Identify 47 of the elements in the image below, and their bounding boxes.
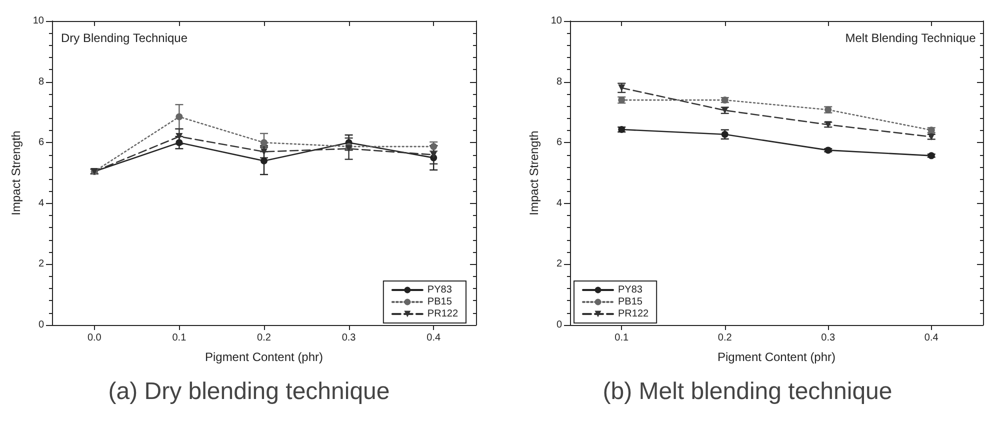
point [430, 151, 438, 158]
legend-label: PB15 [427, 296, 452, 308]
legend-label: PY83 [427, 284, 452, 296]
x-axis-title: Pigment Content (phr) [204, 350, 324, 364]
text: (b) Melt blending technique [602, 378, 894, 406]
x-tick-label: 0.4 [924, 332, 939, 344]
point [618, 84, 626, 92]
x-tick-label: 0.2 [257, 332, 272, 344]
y-axis-title: Impact Strength [8, 130, 23, 216]
x-tick-label: 0.3 [342, 332, 356, 344]
text: (a) Dry blending technique [107, 378, 391, 406]
x-axis-title: Pigment Content (phr) [717, 350, 836, 364]
point [176, 133, 183, 140]
y-tick-label: 10 [32, 16, 44, 26]
x-tick-label: 0.0 [87, 332, 102, 344]
legend-label: PR122 [427, 308, 458, 320]
point [430, 143, 438, 150]
y-tick-label: 0 [38, 320, 44, 330]
y-tick-label: 2 [38, 258, 44, 270]
point [260, 139, 268, 146]
legend-label: PB15 [618, 296, 643, 308]
y-tick-label: 4 [38, 198, 44, 209]
y-tick-label: 0 [556, 320, 562, 330]
y-tick-label: 4 [556, 198, 562, 209]
y-tick-label: 2 [556, 258, 562, 270]
point [176, 139, 183, 146]
y-tick-label: 6 [38, 137, 44, 148]
x-tick-label: 0.4 [426, 332, 441, 344]
y-tick-label: 8 [556, 76, 562, 88]
y-tick-label: 10 [550, 16, 562, 26]
y-tick-label: 8 [38, 76, 44, 88]
x-tick-label: 0.2 [718, 332, 732, 344]
text: Dry Blending Technique [61, 31, 188, 45]
y-tick-label: 6 [556, 137, 562, 148]
legend-label: PY83 [618, 284, 643, 296]
legend-label: PR122 [618, 308, 650, 320]
x-tick-label: 0.1 [614, 332, 630, 344]
point [721, 130, 728, 138]
text: Melt Blending Technique [845, 31, 976, 45]
point [176, 113, 183, 120]
point [824, 146, 832, 154]
point [260, 148, 268, 156]
point [260, 157, 268, 164]
y-axis-title: Impact Strength [526, 130, 541, 216]
x-tick-label: 0.3 [821, 332, 836, 344]
point [928, 152, 935, 160]
x-tick-label: 0.1 [172, 332, 187, 344]
